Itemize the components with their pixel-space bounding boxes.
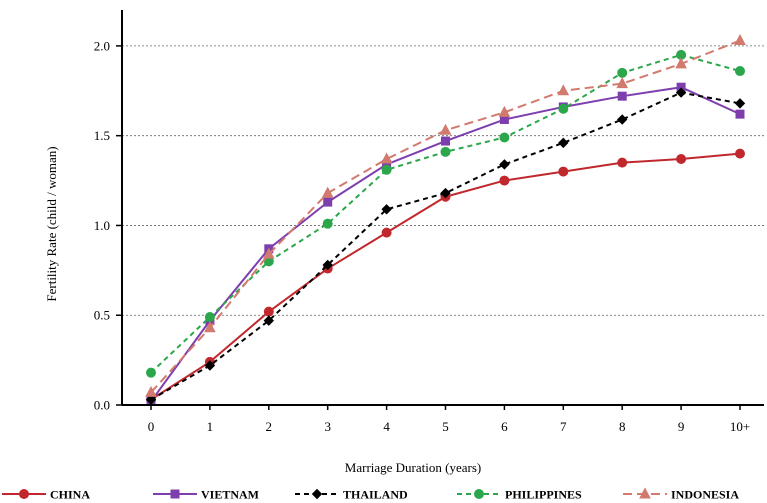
data-point-thailand: [381, 204, 392, 215]
series-thailand: [145, 87, 746, 405]
x-tick-label: 8: [619, 419, 626, 434]
data-point-china: [735, 148, 745, 159]
legend-swatch-marker: [170, 489, 180, 499]
data-point-china: [381, 227, 392, 238]
data-point-china: [676, 154, 687, 165]
data-point-china: [263, 306, 274, 317]
data-point-philippines: [617, 67, 628, 78]
data-point-philippines: [381, 164, 392, 175]
x-axis-title: Marriage Duration (years): [345, 460, 481, 475]
series-line-thailand: [150, 91, 741, 401]
data-point-china: [617, 157, 628, 168]
data-point-indonesia: [262, 247, 275, 259]
x-tick-label: 9: [678, 419, 685, 434]
legend-swatch-marker: [639, 487, 651, 499]
legend-label: PHILIPPINES: [505, 488, 582, 502]
legend-label: INDONESIA: [671, 488, 739, 502]
x-tick-label: 2: [266, 419, 273, 434]
data-point-indonesia: [380, 152, 393, 164]
data-point-indonesia: [675, 57, 687, 69]
legend-item-vietnam: VIETNAM: [153, 488, 259, 502]
x-tick-label: 0: [148, 419, 155, 434]
series-philippines: [146, 49, 745, 378]
data-point-thailand: [675, 87, 687, 98]
x-tick-label: 3: [324, 419, 331, 434]
data-point-indonesia: [557, 84, 570, 96]
data-point-vietnam: [323, 197, 333, 207]
data-point-indonesia: [321, 186, 334, 198]
legend-swatch-marker: [474, 489, 484, 499]
data-point-indonesia: [498, 105, 511, 117]
legend-item-thailand: THAILAND: [295, 488, 408, 502]
gridlines: [122, 45, 764, 316]
y-tick-label: 0.5: [94, 308, 110, 323]
data-point-china: [558, 166, 569, 177]
legend-label: VIETNAM: [201, 488, 259, 502]
legend-item-philippines: PHILIPPINES: [457, 488, 582, 502]
data-point-indonesia: [204, 321, 216, 333]
y-tick-label: 2.0: [94, 38, 110, 53]
data-point-thailand: [734, 98, 746, 109]
series-lines: [145, 33, 746, 406]
y-axis-title: Fertility Rate (child / woman): [44, 146, 59, 301]
data-point-indonesia: [616, 77, 629, 89]
data-point-thailand: [558, 137, 569, 149]
legend-swatch-marker: [19, 489, 29, 499]
series-china: [146, 148, 745, 405]
data-point-thailand: [440, 187, 451, 199]
legend-label: THAILAND: [343, 488, 408, 502]
data-point-philippines: [499, 132, 510, 143]
data-point-china: [499, 175, 510, 186]
data-point-indonesia: [145, 385, 157, 397]
x-tick-label: 4: [383, 419, 390, 434]
legend-swatch-marker: [311, 488, 323, 500]
y-tick-label: 1.0: [94, 218, 110, 233]
data-point-vietnam: [735, 109, 745, 119]
legend-item-china: CHINA: [2, 488, 90, 502]
data-point-philippines: [204, 312, 215, 323]
y-tick-label: 1.5: [94, 128, 110, 143]
legend-item-indonesia: INDONESIA: [623, 487, 739, 502]
data-point-indonesia: [734, 33, 746, 46]
data-point-philippines: [735, 66, 745, 77]
y-tick-label: 0.0: [94, 398, 110, 413]
data-point-vietnam: [441, 136, 450, 146]
data-point-vietnam: [617, 91, 627, 101]
data-point-philippines: [440, 146, 451, 157]
data-point-thailand: [616, 114, 628, 125]
data-point-thailand: [263, 315, 275, 326]
axes: [121, 10, 764, 406]
data-point-indonesia: [439, 123, 452, 135]
data-point-thailand: [204, 360, 216, 371]
series-line-philippines: [150, 53, 741, 374]
y-tick-labels: 0.0 0.5 1.0 1.5 2.0: [94, 38, 122, 413]
data-point-philippines: [322, 218, 333, 229]
data-point-thailand: [499, 159, 510, 170]
legend: CHINA VIETNAM THAILAND PHILIPPINES INDONESIA: [2, 487, 739, 502]
legend-label: CHINA: [50, 488, 90, 502]
data-point-philippines: [146, 367, 156, 378]
x-tick-label: 7: [560, 419, 567, 434]
series-indonesia: [145, 33, 746, 397]
series-line-indonesia: [150, 39, 741, 394]
data-point-thailand: [322, 259, 333, 271]
x-tick-labels: 0 1 2 3 4 5 6 7 8 9 10+: [148, 405, 750, 434]
x-tick-label: 5: [442, 419, 449, 434]
data-point-philippines: [558, 103, 569, 114]
x-tick-label: 1: [207, 419, 214, 434]
x-tick-label: 6: [501, 419, 508, 434]
x-tick-label: 10+: [730, 419, 750, 434]
